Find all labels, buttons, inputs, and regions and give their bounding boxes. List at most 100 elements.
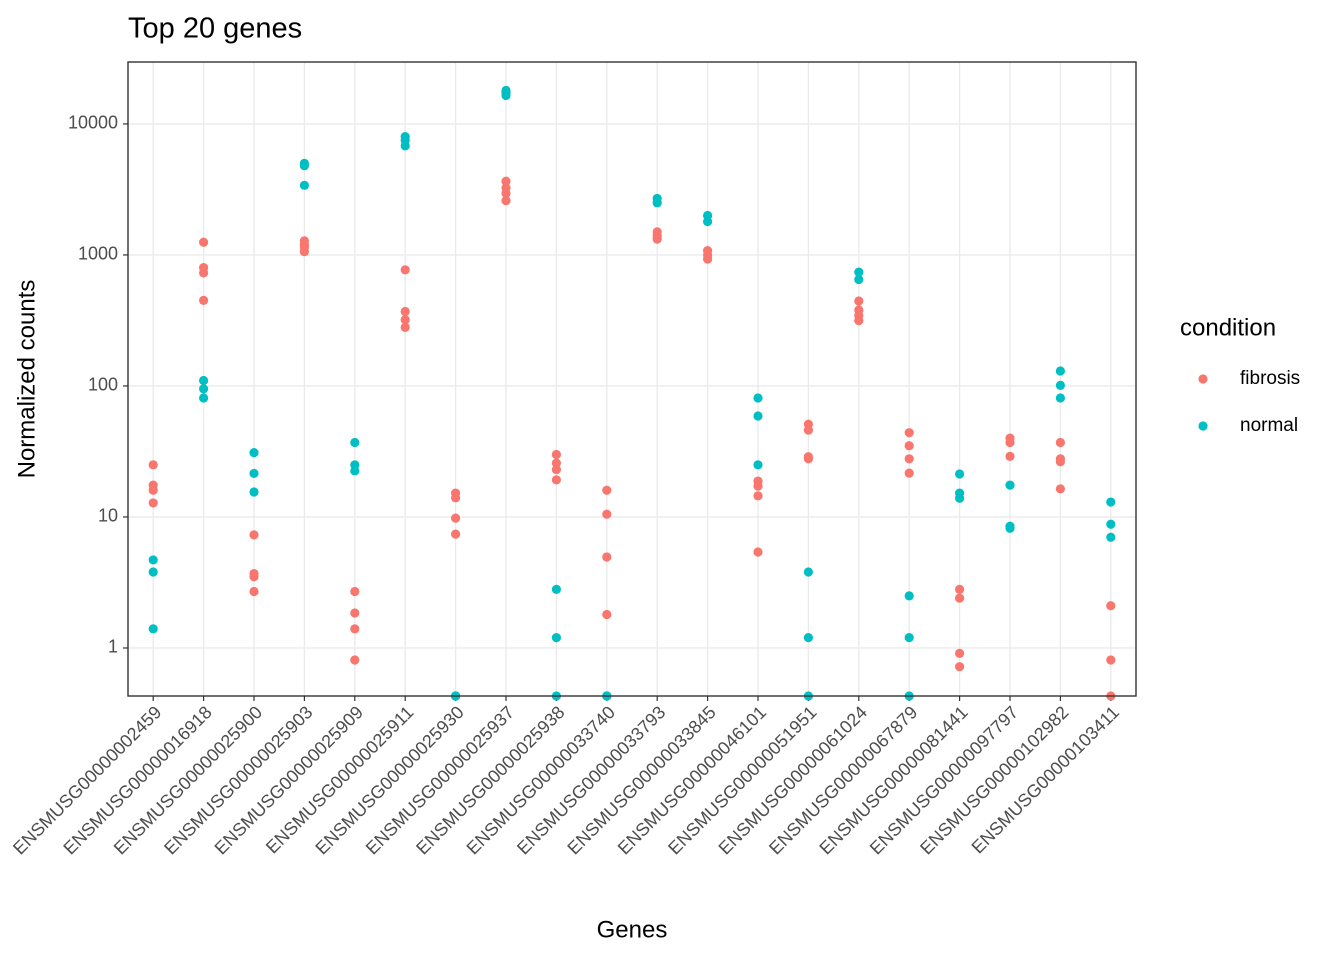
data-point — [1055, 393, 1065, 403]
y-axis-label: Normalized counts — [13, 280, 40, 479]
data-point — [602, 509, 612, 519]
chart-title: Top 20 genes — [128, 13, 302, 45]
data-point — [1106, 655, 1116, 665]
data-point — [551, 464, 562, 475]
data-point — [249, 487, 259, 497]
data-point — [451, 513, 461, 523]
data-point — [803, 425, 814, 435]
y-tick-label: 1000 — [78, 244, 118, 264]
data-point — [602, 485, 612, 495]
data-point — [652, 198, 662, 208]
data-point — [501, 195, 511, 206]
y-tick-label: 10000 — [68, 113, 118, 133]
data-point — [703, 216, 713, 227]
plot-border — [127, 61, 1137, 697]
data-point — [955, 469, 965, 479]
data-point — [904, 454, 914, 464]
data-point — [955, 493, 965, 503]
data-point — [955, 584, 965, 594]
data-point — [1106, 497, 1116, 507]
data-point — [955, 593, 965, 603]
legend-title: condition — [1180, 314, 1276, 341]
data-point — [1005, 451, 1015, 461]
data-point — [199, 375, 209, 386]
data-point — [1106, 601, 1116, 611]
data-point — [1106, 519, 1116, 529]
legend-label: normal — [1240, 415, 1298, 436]
data-point — [350, 624, 360, 634]
data-point — [199, 268, 209, 278]
data-point — [451, 493, 461, 503]
data-point — [199, 295, 209, 305]
data-point — [551, 633, 562, 643]
data-point — [854, 316, 864, 326]
data-point — [1005, 480, 1015, 490]
data-point — [400, 265, 410, 275]
data-point — [249, 586, 259, 597]
data-point — [501, 176, 511, 186]
data-point — [299, 180, 309, 190]
data-point — [753, 411, 763, 421]
data-point — [854, 296, 864, 306]
data-point — [501, 90, 511, 101]
data-point — [249, 468, 259, 479]
data-point — [904, 441, 914, 451]
data-point — [400, 322, 410, 332]
data-point — [753, 491, 763, 501]
data-point — [955, 662, 965, 672]
data-point — [199, 384, 209, 394]
data-point — [148, 460, 158, 470]
data-point — [451, 529, 461, 539]
data-point — [1055, 484, 1065, 494]
data-point — [1055, 457, 1065, 467]
legend-marker — [1198, 374, 1208, 384]
data-point — [350, 608, 360, 618]
data-point — [148, 485, 158, 495]
data-point — [1055, 437, 1065, 448]
data-point — [148, 498, 158, 508]
data-point — [199, 237, 209, 247]
data-point — [551, 584, 562, 594]
data-point — [602, 609, 612, 620]
data-point — [299, 247, 309, 257]
legend-label: fibrosis — [1240, 368, 1300, 389]
data-point — [753, 393, 763, 403]
data-point — [955, 648, 965, 658]
data-point — [551, 449, 562, 460]
data-point — [753, 547, 763, 557]
data-point — [854, 274, 864, 285]
data-point — [249, 572, 259, 582]
data-point — [199, 393, 209, 403]
x-axis-label: Genes — [597, 916, 668, 943]
data-point — [551, 475, 562, 485]
data-point — [1055, 366, 1065, 376]
data-point — [148, 624, 158, 634]
data-point — [148, 567, 158, 577]
data-point — [350, 437, 360, 448]
data-point — [400, 141, 410, 151]
data-point — [1055, 380, 1065, 390]
data-point — [803, 454, 814, 464]
y-tick-label: 1 — [108, 637, 118, 657]
data-point — [400, 315, 410, 325]
data-point — [350, 655, 360, 665]
data-point — [854, 267, 864, 277]
data-point — [652, 234, 662, 244]
data-point — [904, 633, 914, 643]
data-point — [249, 447, 259, 458]
data-point — [753, 460, 763, 470]
data-point — [904, 591, 914, 601]
y-tick-label: 10 — [98, 506, 118, 526]
data-point — [350, 466, 360, 476]
data-point — [803, 567, 814, 577]
y-tick-label: 100 — [88, 375, 118, 395]
data-point — [753, 481, 763, 491]
data-point — [1005, 437, 1015, 448]
data-point — [299, 161, 309, 171]
data-point — [803, 633, 814, 643]
data-point — [1106, 532, 1116, 542]
data-point — [148, 555, 158, 565]
legend-marker — [1198, 421, 1208, 431]
data-point — [602, 552, 612, 562]
